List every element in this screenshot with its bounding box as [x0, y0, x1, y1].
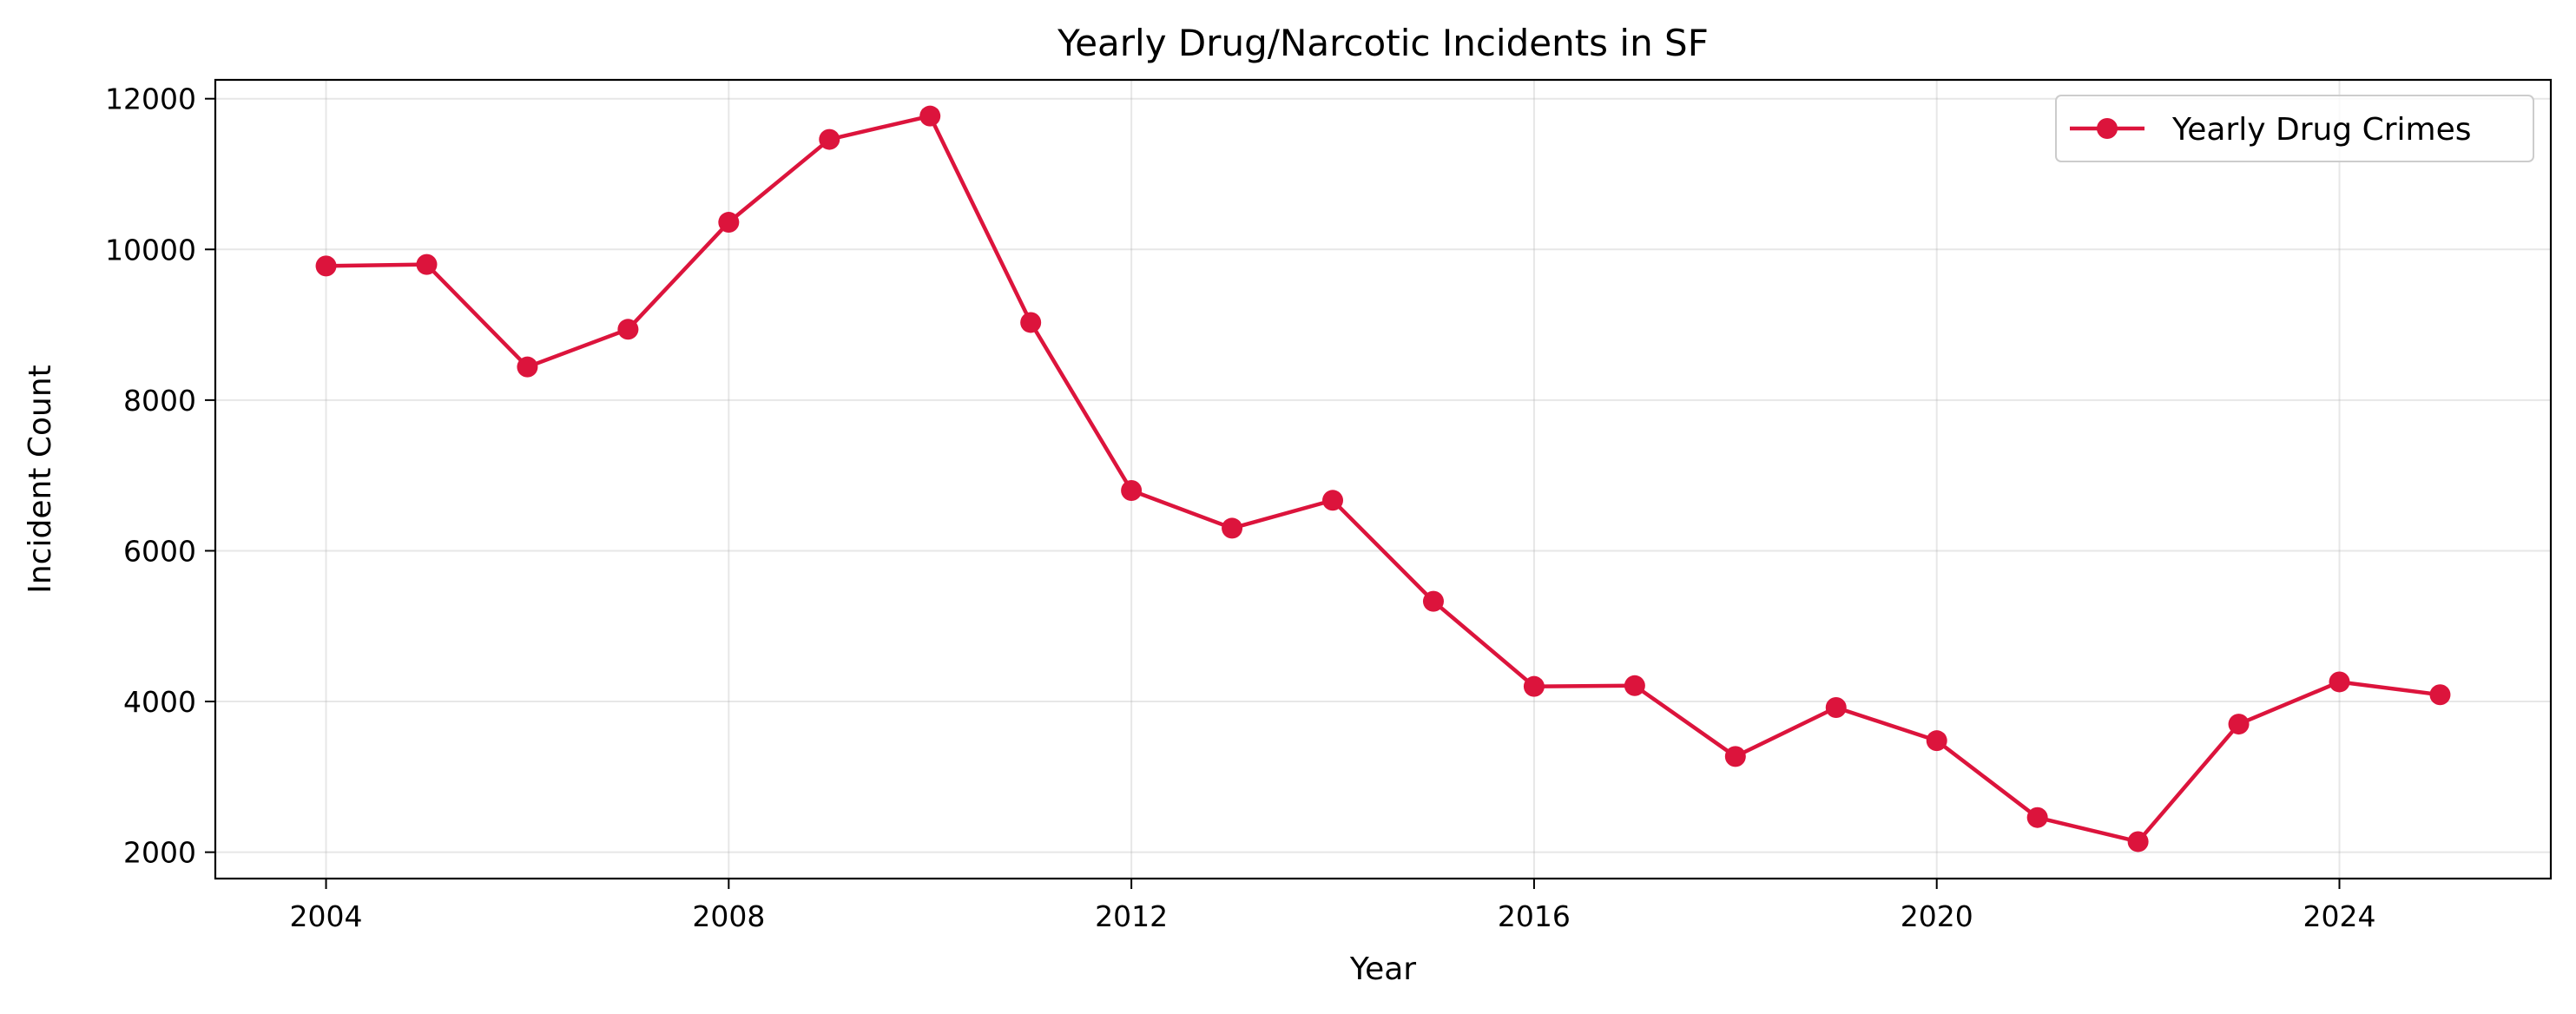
y-tick-label: 2000 [123, 836, 196, 870]
plot-frame [214, 78, 2553, 880]
data-point [1825, 696, 1847, 718]
grid-lines [215, 80, 2551, 879]
data-point [2026, 807, 2048, 828]
y-tick-label: 6000 [123, 534, 196, 568]
data-point [1926, 730, 1947, 752]
data-point [617, 319, 639, 340]
series-points [315, 105, 2451, 853]
x-tick-label: 2020 [1901, 899, 1973, 933]
data-point [1624, 675, 1645, 696]
data-point [416, 254, 438, 275]
x-tick-label: 2004 [290, 899, 363, 933]
legend: Yearly Drug Crimes [2055, 95, 2534, 162]
data-point [2228, 714, 2250, 735]
data-point [2429, 684, 2451, 706]
data-point [1322, 490, 1344, 511]
chart-title: Yearly Drug/Narcotic Incidents in SF [1057, 22, 1709, 64]
y-axis-label: Incident Count [23, 365, 58, 594]
x-tick-label: 2024 [2303, 899, 2376, 933]
data-point [1422, 590, 1444, 612]
data-point [1020, 312, 1042, 333]
legend-label: Yearly Drug Crimes [2171, 112, 2472, 148]
y-tick-label: 4000 [123, 685, 196, 719]
x-tick-label: 2016 [1498, 899, 1571, 933]
data-point [315, 255, 337, 277]
data-point [819, 128, 840, 150]
data-point [517, 356, 538, 378]
x-axis-label: Year [1349, 951, 1416, 987]
data-point [2127, 831, 2149, 853]
x-tick-label: 2008 [692, 899, 765, 933]
y-tick-label: 12000 [105, 82, 196, 116]
data-point [919, 105, 941, 127]
series-lines [326, 114, 2441, 844]
data-point [2329, 671, 2350, 693]
y-tick-label: 10000 [105, 233, 196, 267]
data-point [718, 212, 740, 234]
series-line [326, 114, 2441, 844]
data-point [1121, 480, 1143, 502]
y-tick-label: 8000 [123, 384, 196, 418]
x-tick-label: 2012 [1095, 899, 1168, 933]
data-point [1724, 746, 1746, 767]
data-point [1222, 517, 1243, 539]
data-point [1523, 675, 1545, 697]
legend-marker [2097, 118, 2118, 139]
axis-ticks: 2004 2008 2012 2016 2020 2024 2000 4000 6000 8000… [105, 82, 2375, 933]
legend-box [2055, 95, 2534, 162]
